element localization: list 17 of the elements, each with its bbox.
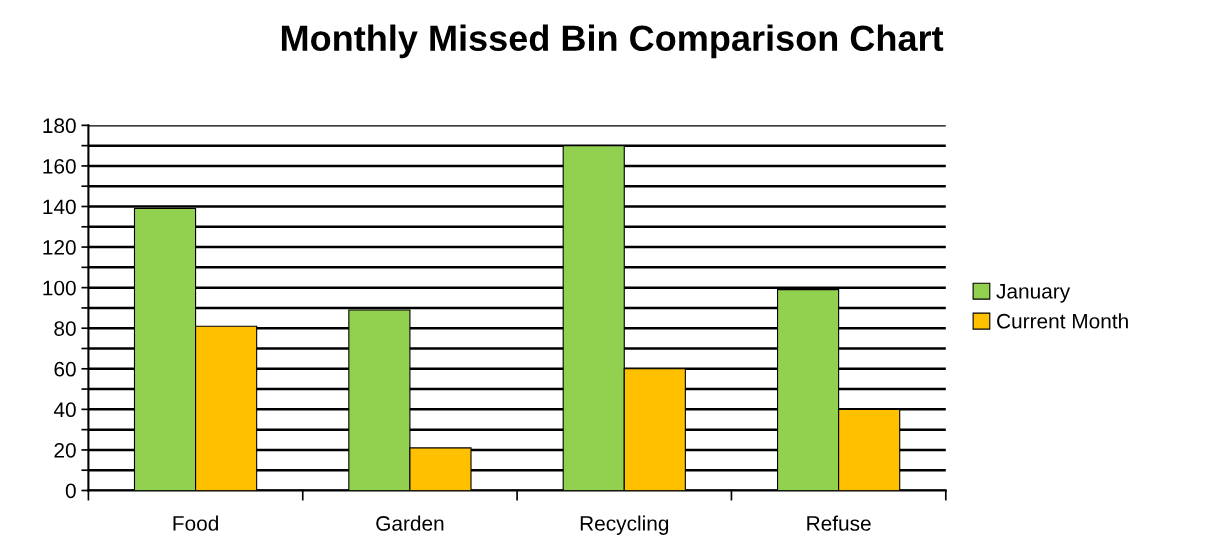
y-tick-label: 20 <box>54 442 76 458</box>
y-tick-label: 100 <box>43 280 76 296</box>
y-tick-label: 40 <box>53 402 76 418</box>
y-tick-label: 180 <box>43 118 76 134</box>
legend-label: January <box>996 284 1071 303</box>
x-tick-label: Food <box>173 515 218 531</box>
x-tick-label: Refuse <box>807 515 871 531</box>
chart-title: Monthly Missed Bin Comparison Chart <box>281 24 944 59</box>
legend-label: Current Month <box>997 313 1128 329</box>
y-tick-label: 160 <box>43 158 76 174</box>
y-tick-label: 60 <box>54 361 76 377</box>
y-tick-label: 120 <box>43 240 76 255</box>
y-tick-label: 140 <box>43 199 76 215</box>
x-tick-label: Recycling <box>580 515 669 535</box>
y-tick-label: 80 <box>54 321 76 336</box>
y-tick-label: 0 <box>65 483 76 499</box>
x-tick-label: Garden <box>376 515 444 531</box>
